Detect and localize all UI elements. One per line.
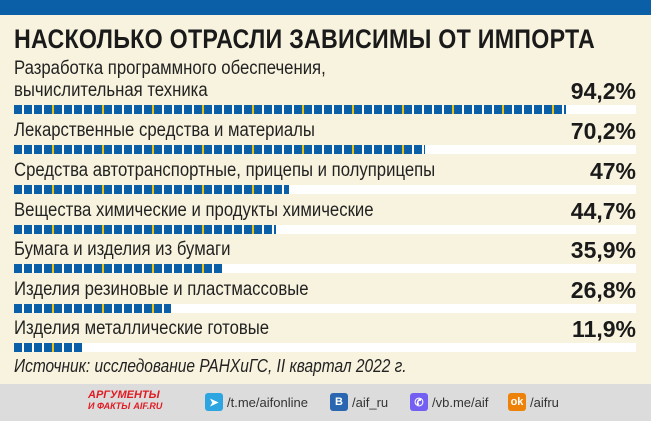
category-label-line: Бумага и изделия из бумаги [14,239,231,260]
bar-row: Изделия металлические готовые 11,9% [14,316,636,352]
category-label-line: Вещества химические и продукты химически… [14,200,374,221]
social-link-text: /vb.me/aif [432,394,489,410]
value-label: 44,7% [570,198,636,224]
category-label: Бумага и изделия из бумаги [14,239,561,261]
logo-line: АРГУМЕНТЫ [88,389,160,401]
logo-line: И ФАКТЫ [88,401,131,411]
source-note: Источник: исследование РАНХиГС, II кварт… [14,356,407,376]
category-label: Разработка программного обеспечения, вычи… [14,58,561,102]
bar-row: Средства автотранспортные, прицепы и пол… [14,158,636,194]
category-label: Изделия резиновые и пластмассовые [14,279,561,301]
social-link-text: /t.me/aifonline [227,394,308,410]
bar [14,304,171,313]
bar [14,185,289,194]
category-label: Средства автотранспортные, прицепы и пол… [14,160,561,182]
bar-track [14,145,636,154]
category-label-line: Изделия металлические готовые [14,318,270,339]
odnoklassniki-icon: ok [508,393,526,411]
social-link-text: /aifru [530,394,559,410]
bar-track [14,343,636,352]
value-label: 70,2% [570,118,636,144]
category-label-line: Лекарственные средства и материалы [14,120,315,141]
social-link[interactable]: ✆/vb.me/aif [410,393,488,411]
bar-track [14,225,636,234]
bar-row: Разработка программного обеспечения, вычи… [14,58,636,114]
category-label: Лекарственные средства и материалы [14,120,561,142]
viber-icon: ✆ [410,393,428,411]
value-label: 26,8% [570,277,636,303]
bar-track [14,185,636,194]
bar-track [14,105,636,114]
bar-track [14,304,636,313]
chart-title: НАСКОЛЬКО ОТРАСЛИ ЗАВИСИМЫ ОТ ИМПОРТА [14,24,596,54]
value-label: 11,9% [572,316,636,342]
category-label: Изделия металлические готовые [14,318,561,340]
bar [14,105,566,114]
logo-line: AIF.RU [133,401,163,411]
telegram-icon: ➤ [205,393,223,411]
bar [14,343,84,352]
bar [14,225,276,234]
category-label-line: Средства автотранспортные, прицепы и пол… [14,160,436,181]
bar-row: Бумага и изделия из бумаги 35,9% [14,237,636,273]
top-bar [0,0,651,15]
aif-logo[interactable]: АРГУМЕНТЫ И ФАКТЫ AIF.RU [88,390,162,412]
category-label-line: Разработка программного обеспечения, [14,58,326,79]
social-link-text: /aif_ru [352,394,389,410]
value-label: 35,9% [570,237,636,263]
category-label-line: вычислительная техника [14,80,208,101]
bar-row: Вещества химические и продукты химически… [14,198,636,234]
bar-row: Лекарственные средства и материалы 70,2% [14,118,636,154]
vk-icon: В [330,393,348,411]
bar [14,264,224,273]
social-link[interactable]: ok/aifru [508,393,559,411]
bar-track [14,264,636,273]
category-label-line: Изделия резиновые и пластмассовые [14,279,309,300]
bar-row: Изделия резиновые и пластмассовые 26,8% [14,277,636,313]
value-label: 47% [589,158,636,184]
social-link[interactable]: ➤/t.me/aifonline [205,393,308,411]
social-link[interactable]: В/aif_ru [330,393,388,411]
category-label: Вещества химические и продукты химически… [14,200,561,222]
footer: АРГУМЕНТЫ И ФАКТЫ AIF.RU ➤/t.me/aifonlin… [0,384,651,421]
value-label: 94,2% [570,78,636,104]
bar [14,145,425,154]
